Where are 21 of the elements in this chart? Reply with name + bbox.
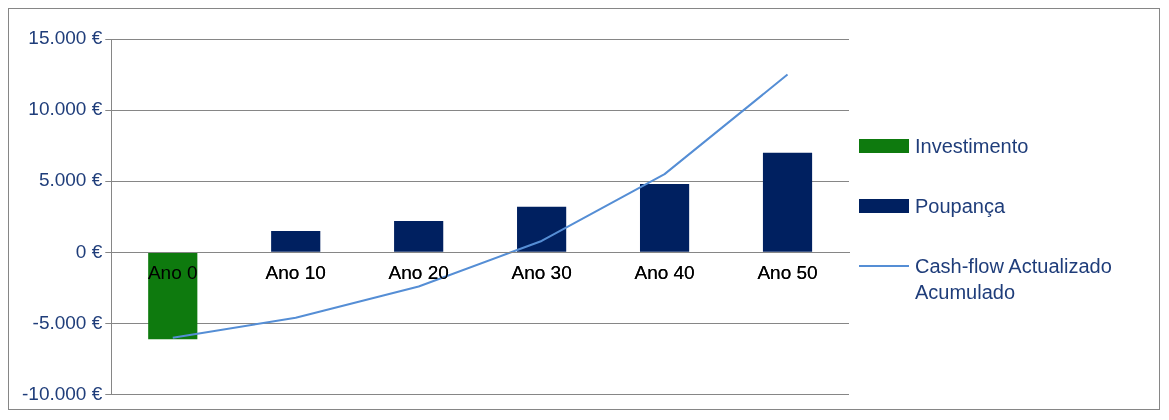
bar [639,184,690,252]
bar [517,206,567,252]
legend-label: Poupança [915,194,1006,219]
x-tick-label: Ano 40 [634,261,695,283]
bar [394,221,444,252]
y-tick-label: -5.000 € [32,311,103,333]
bar [762,152,813,252]
bar [148,252,198,340]
y-tick-label: 10.000 € [28,98,103,120]
x-tick-label: Ano 30 [511,261,572,283]
y-tick-label: -10.000 € [21,382,103,404]
legend-label: Investimento [915,134,1029,159]
x-tick-label: Ano 20 [388,261,449,283]
legend-label: Cash-flow Actualizado Acumulado [915,254,1113,305]
y-tick-label: 5.000 € [38,169,103,191]
bar [271,231,321,252]
x-tick-label: Ano 50 [757,261,818,283]
y-tick-label: 15.000 € [28,27,103,49]
x-tick-label: Ano 10 [265,261,326,283]
y-tick-label: 0 € [75,240,103,262]
x-tick-label: Ano 0 [147,261,198,283]
